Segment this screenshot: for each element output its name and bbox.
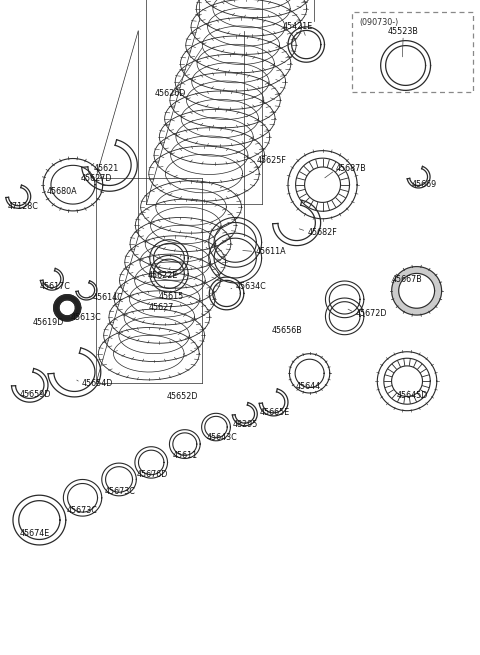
Text: 45665E: 45665E — [259, 408, 290, 417]
Text: 45627: 45627 — [149, 303, 174, 312]
Text: 48295: 48295 — [233, 420, 258, 429]
Text: (090730-): (090730-) — [359, 18, 398, 27]
Text: 47128C: 47128C — [8, 202, 38, 212]
Text: 45523B: 45523B — [388, 27, 419, 36]
Text: 45643C: 45643C — [206, 433, 237, 442]
Text: 45687B: 45687B — [336, 164, 367, 174]
Text: 45672D: 45672D — [355, 309, 387, 318]
Text: 45674E: 45674E — [19, 529, 50, 538]
Text: 45667B: 45667B — [392, 275, 422, 284]
Text: 45645D: 45645D — [396, 391, 428, 400]
Text: 45614C: 45614C — [92, 293, 123, 302]
Text: 45680A: 45680A — [47, 187, 78, 196]
Text: 45676D: 45676D — [137, 470, 168, 479]
Text: 45617C: 45617C — [39, 282, 70, 291]
Text: 45626D: 45626D — [155, 88, 186, 98]
Polygon shape — [392, 267, 442, 315]
Text: 45611: 45611 — [172, 451, 197, 460]
Text: 45611A: 45611A — [255, 247, 286, 256]
Text: 45673C: 45673C — [67, 506, 98, 515]
Text: 45656B: 45656B — [271, 326, 302, 335]
Text: 45615: 45615 — [158, 291, 184, 301]
Text: 45613C: 45613C — [71, 313, 102, 322]
Text: 45627D: 45627D — [81, 174, 112, 183]
Text: 45621: 45621 — [94, 164, 119, 174]
Polygon shape — [54, 295, 81, 321]
Text: 45652D: 45652D — [167, 392, 198, 401]
Text: 45625F: 45625F — [256, 156, 286, 165]
Text: 45654D: 45654D — [82, 379, 113, 388]
FancyBboxPatch shape — [352, 12, 473, 92]
Text: 45421E: 45421E — [282, 22, 313, 31]
Text: 45634C: 45634C — [235, 282, 266, 291]
Text: 45619D: 45619D — [33, 318, 64, 327]
Text: 45673C: 45673C — [105, 487, 135, 496]
Text: 45659D: 45659D — [19, 390, 51, 399]
Text: 45669: 45669 — [412, 180, 437, 189]
Text: 45682F: 45682F — [307, 228, 337, 237]
Text: 45644: 45644 — [296, 382, 321, 391]
Text: 45622E: 45622E — [148, 271, 179, 280]
